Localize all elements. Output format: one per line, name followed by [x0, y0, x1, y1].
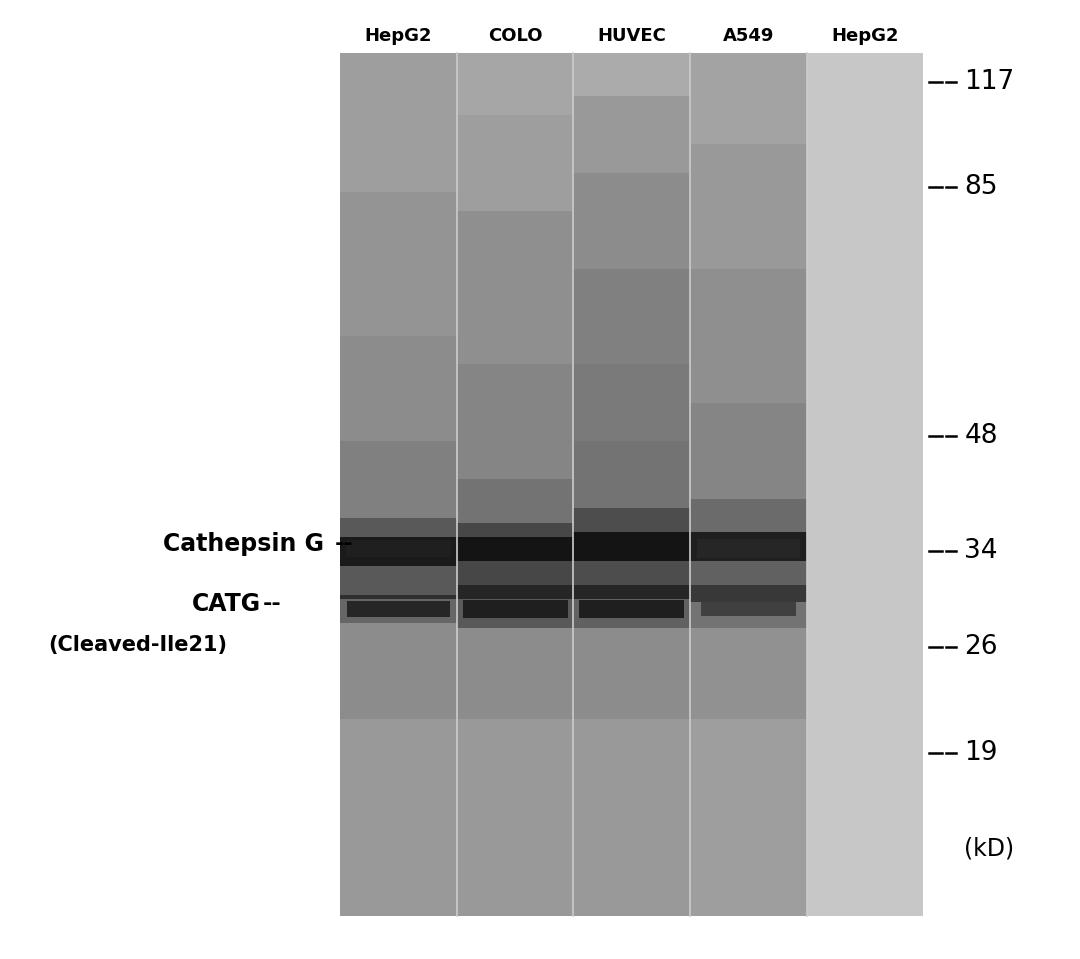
Bar	[346, 540, 451, 557]
Bar	[573, 628, 690, 719]
Text: HUVEC: HUVEC	[597, 27, 666, 45]
Bar	[573, 532, 690, 561]
Bar	[457, 211, 573, 364]
Bar	[457, 628, 573, 719]
Bar	[573, 561, 690, 585]
Bar	[457, 561, 573, 585]
Bar	[340, 599, 457, 623]
Text: A549: A549	[723, 27, 774, 45]
Bar	[701, 602, 796, 616]
Bar	[340, 518, 457, 537]
Bar	[573, 719, 690, 916]
Bar	[690, 499, 807, 532]
Bar	[690, 561, 807, 585]
Text: --: --	[262, 595, 281, 614]
Text: HepG2: HepG2	[832, 27, 899, 45]
Bar	[690, 403, 807, 499]
Bar	[457, 719, 573, 916]
Bar	[690, 532, 807, 561]
Bar	[578, 538, 686, 559]
Text: 26: 26	[964, 634, 998, 661]
Bar	[340, 595, 457, 599]
Bar	[690, 53, 807, 144]
Bar	[573, 96, 690, 173]
Bar	[573, 599, 690, 628]
Bar	[573, 53, 690, 96]
Bar	[457, 53, 573, 115]
Bar	[340, 336, 457, 441]
Bar	[457, 537, 573, 561]
Text: 34: 34	[964, 538, 998, 565]
Text: HepG2: HepG2	[365, 27, 432, 45]
Bar	[457, 480, 573, 523]
Text: 85: 85	[964, 174, 998, 200]
Bar	[340, 566, 457, 595]
Bar	[340, 192, 457, 336]
Text: (kD): (kD)	[964, 836, 1014, 861]
Bar	[461, 538, 569, 559]
Bar	[690, 269, 807, 403]
Bar	[573, 364, 690, 441]
Text: 19: 19	[964, 739, 998, 766]
Bar	[697, 539, 800, 558]
Text: 48: 48	[964, 423, 998, 450]
Bar	[573, 441, 690, 508]
Bar	[462, 600, 568, 618]
Bar	[457, 364, 573, 480]
Bar	[457, 523, 573, 537]
Bar	[457, 115, 573, 211]
Bar	[457, 599, 573, 628]
Bar	[807, 53, 923, 916]
Bar	[690, 628, 807, 719]
Bar	[340, 623, 457, 719]
Bar	[340, 719, 457, 916]
Text: COLO: COLO	[488, 27, 542, 45]
Bar	[340, 441, 457, 518]
Bar	[573, 173, 690, 269]
Bar	[340, 537, 457, 566]
Text: --: --	[335, 534, 353, 553]
Bar	[579, 600, 685, 618]
Bar	[340, 53, 923, 916]
Text: CATG: CATG	[192, 592, 261, 617]
Text: Cathepsin G: Cathepsin G	[163, 531, 324, 556]
Bar	[690, 602, 807, 628]
Bar	[690, 585, 807, 602]
Text: 117: 117	[964, 68, 1015, 95]
Bar	[573, 269, 690, 364]
Bar	[573, 508, 690, 532]
Bar	[340, 53, 457, 192]
Bar	[690, 719, 807, 916]
Text: (Cleaved-Ile21): (Cleaved-Ile21)	[48, 636, 227, 655]
Bar	[690, 144, 807, 269]
Bar	[347, 601, 450, 617]
Bar	[573, 585, 690, 599]
Bar	[457, 585, 573, 599]
